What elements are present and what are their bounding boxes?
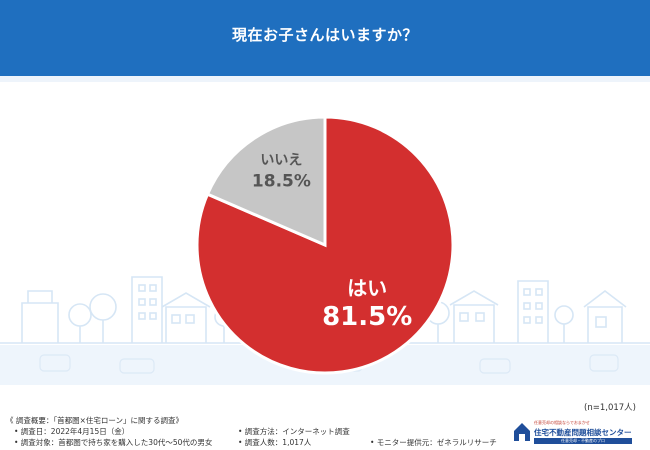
pie-slice-no bbox=[205, 115, 327, 248]
page-title: 現在お子さんはいますか？ bbox=[231, 26, 418, 44]
survey-method: • 調査方法：インターネット調査 bbox=[238, 427, 350, 436]
header-bar: 現在お子さんはいますか？ bbox=[0, 0, 650, 76]
house-logo-icon bbox=[514, 423, 530, 441]
survey-target: • 調査対象：首都圏で持ち家を購入した30代〜50代の男女 bbox=[14, 438, 213, 447]
slice-category-label: いいえ bbox=[260, 153, 302, 169]
sample-size-note: (n=1,017人) bbox=[584, 403, 636, 413]
slice-category-label: はい bbox=[347, 276, 387, 300]
logo-subtitle: 任意売却の相談ならでおまかせ bbox=[534, 420, 590, 425]
survey-date: • 調査日：2022年4月15日（金） bbox=[14, 427, 130, 436]
survey-footer: 《 調査概要：「首都圏×住宅ローン」に関する調査》 • 調査日：2022年4月1… bbox=[0, 395, 650, 450]
company-logo: 任意売却の相談ならでおまかせ 住宅不動産問題相談センター 任意売却・不動産のプロ bbox=[512, 419, 634, 445]
survey-overview: 《 調査概要：「首都圏×住宅ローン」に関する調査》 bbox=[6, 416, 184, 425]
logo-company-name: 住宅不動産問題相談センター bbox=[534, 428, 632, 437]
logo-tagline: 任意売却・不動産のプロ bbox=[534, 438, 632, 444]
survey-count: • 調査人数：1,017人 bbox=[238, 438, 312, 447]
survey-monitor: • モニター提供元：ゼネラルリサーチ bbox=[370, 438, 497, 447]
slice-value-label: 18.5% bbox=[252, 172, 311, 192]
slice-value-label: 81.5% bbox=[322, 302, 412, 332]
header-divider bbox=[0, 76, 650, 82]
